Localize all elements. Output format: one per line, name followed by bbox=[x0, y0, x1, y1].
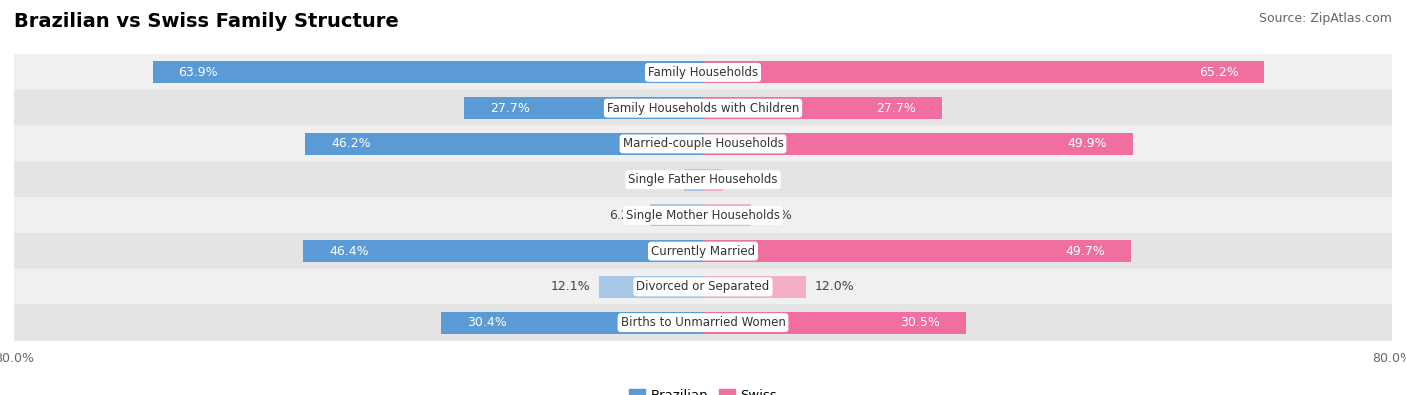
Bar bbox=[703, 240, 1130, 262]
Text: Family Households with Children: Family Households with Children bbox=[607, 102, 799, 115]
Text: 5.6%: 5.6% bbox=[759, 209, 792, 222]
Bar bbox=[304, 240, 703, 262]
Text: 46.4%: 46.4% bbox=[329, 245, 368, 258]
Text: 49.9%: 49.9% bbox=[1067, 137, 1107, 150]
Bar bbox=[703, 169, 723, 191]
Bar bbox=[703, 97, 942, 119]
Text: 30.5%: 30.5% bbox=[900, 316, 939, 329]
Text: 63.9%: 63.9% bbox=[179, 66, 218, 79]
Bar bbox=[685, 169, 703, 191]
Text: 49.7%: 49.7% bbox=[1066, 245, 1105, 258]
Text: 12.0%: 12.0% bbox=[815, 280, 855, 293]
Text: Currently Married: Currently Married bbox=[651, 245, 755, 258]
Text: Births to Unmarried Women: Births to Unmarried Women bbox=[620, 316, 786, 329]
FancyBboxPatch shape bbox=[14, 162, 1392, 198]
Bar bbox=[703, 276, 807, 298]
Bar bbox=[599, 276, 703, 298]
Text: Single Father Households: Single Father Households bbox=[628, 173, 778, 186]
Bar bbox=[703, 133, 1133, 155]
Bar bbox=[650, 204, 703, 226]
Text: 30.4%: 30.4% bbox=[467, 316, 506, 329]
Legend: Brazilian, Swiss: Brazilian, Swiss bbox=[624, 384, 782, 395]
FancyBboxPatch shape bbox=[14, 233, 1392, 269]
Text: Brazilian vs Swiss Family Structure: Brazilian vs Swiss Family Structure bbox=[14, 12, 399, 31]
FancyBboxPatch shape bbox=[14, 197, 1392, 233]
Text: Divorced or Separated: Divorced or Separated bbox=[637, 280, 769, 293]
Text: 6.2%: 6.2% bbox=[609, 209, 641, 222]
Text: Married-couple Households: Married-couple Households bbox=[623, 137, 783, 150]
Bar bbox=[464, 97, 703, 119]
Text: Single Mother Households: Single Mother Households bbox=[626, 209, 780, 222]
Text: 2.2%: 2.2% bbox=[644, 173, 675, 186]
Bar bbox=[441, 312, 703, 334]
Text: Family Households: Family Households bbox=[648, 66, 758, 79]
Bar bbox=[305, 133, 703, 155]
Bar bbox=[703, 312, 966, 334]
Text: 27.7%: 27.7% bbox=[876, 102, 915, 115]
FancyBboxPatch shape bbox=[14, 126, 1392, 162]
Text: 12.1%: 12.1% bbox=[551, 280, 591, 293]
FancyBboxPatch shape bbox=[14, 269, 1392, 305]
Bar bbox=[703, 61, 1264, 83]
Bar bbox=[153, 61, 703, 83]
Text: 46.2%: 46.2% bbox=[330, 137, 371, 150]
Text: Source: ZipAtlas.com: Source: ZipAtlas.com bbox=[1258, 12, 1392, 25]
Text: 27.7%: 27.7% bbox=[491, 102, 530, 115]
Bar bbox=[703, 204, 751, 226]
Text: 65.2%: 65.2% bbox=[1199, 66, 1239, 79]
FancyBboxPatch shape bbox=[14, 305, 1392, 341]
FancyBboxPatch shape bbox=[14, 90, 1392, 126]
FancyBboxPatch shape bbox=[14, 54, 1392, 90]
Text: 2.3%: 2.3% bbox=[731, 173, 763, 186]
